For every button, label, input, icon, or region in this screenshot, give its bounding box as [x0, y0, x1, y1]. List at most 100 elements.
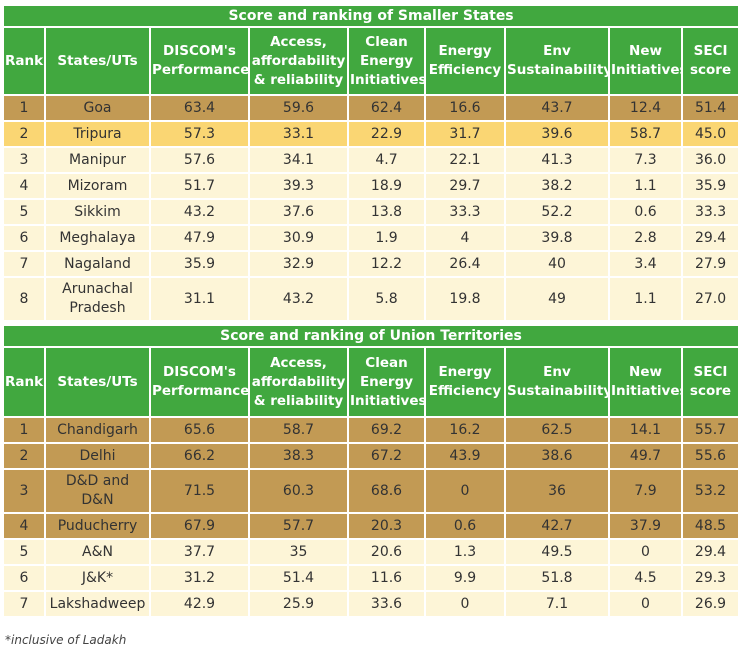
clean-energy-cell: 20.6 [347, 538, 426, 566]
env-sustainability-cell: 38.6 [504, 442, 610, 470]
column-header-line: Initiatives [350, 392, 425, 409]
clean-energy-cell: 18.9 [347, 172, 426, 200]
energy-efficiency-cell: 26.4 [424, 250, 506, 278]
seci-score-cell: 45.0 [680, 120, 741, 148]
table-row: 7 Nagaland 35.9 32.9 12.2 26.4 40 3.4 27.9 [2, 250, 741, 278]
column-header-line: Rank [5, 52, 44, 69]
state-name-cell: Mizoram [44, 172, 151, 200]
column-header-line: Performance [152, 383, 249, 399]
access-affordability-cell: 25.9 [248, 590, 349, 618]
discom-performance-cell: 66.2 [149, 442, 250, 470]
state-name-cell: Manipur [44, 146, 151, 174]
column-header: Clean Energy Initiatives [347, 26, 426, 96]
clean-energy-cell: 4.7 [347, 146, 426, 174]
state-name-cell: Arunachal Pradesh [44, 276, 151, 322]
column-header-line: Energy [438, 364, 492, 380]
state-name-line: Manipur [69, 151, 126, 168]
state-name-line: Lakshadweep [49, 595, 146, 612]
access-affordability-cell: 35 [248, 538, 349, 566]
clean-energy-cell: 5.8 [347, 276, 426, 322]
rank-cell: 6 [2, 224, 46, 252]
column-header: Access, affordability & reliability [248, 26, 349, 96]
column-header: Access, affordability & reliability [248, 346, 349, 418]
column-header-line: score [689, 383, 732, 399]
state-name-line: Nagaland [64, 255, 131, 272]
clean-energy-cell: 33.6 [347, 590, 426, 618]
table-row: 1 Goa 63.4 59.6 62.4 16.6 43.7 12.4 51.4 [2, 94, 741, 122]
clean-energy-cell: 12.2 [347, 250, 426, 278]
rank-cell: 1 [2, 94, 46, 122]
table-row: 4 Mizoram 51.7 39.3 18.9 29.7 38.2 1.1 35.9 [2, 172, 741, 200]
env-sustainability-cell: 41.3 [504, 146, 610, 174]
state-name-line: Chandigarh [57, 421, 138, 438]
state-name-line: Meghalaya [59, 229, 136, 246]
column-header: SECI score [680, 26, 741, 96]
access-affordability-cell: 37.6 [248, 198, 349, 226]
rank-cell: 7 [2, 590, 46, 618]
rank-cell: 7 [2, 250, 46, 278]
column-header-line: & reliability [253, 71, 344, 88]
discom-performance-cell: 57.6 [149, 146, 250, 174]
table-row: 5 Sikkim 43.2 37.6 13.8 33.3 52.2 0.6 33.3 [2, 198, 741, 226]
energy-efficiency-cell: 19.8 [424, 276, 506, 322]
access-affordability-cell: 38.3 [248, 442, 349, 470]
seci-score-cell: 53.2 [681, 468, 740, 514]
energy-efficiency-cell: 22.1 [424, 146, 506, 174]
discom-performance-cell: 63.4 [149, 94, 250, 122]
state-name-cell: Tripura [44, 120, 151, 148]
env-sustainability-cell: 52.2 [504, 198, 610, 226]
table-row: 2 Tripura 57.3 33.1 22.9 31.7 39.6 58.7 45.0 [2, 120, 741, 148]
table-row: 6 J&K* 31.2 51.4 11.6 9.9 51.8 4.5 29.3 [2, 564, 740, 592]
table-header-row: Rank States/UTs DISCOM's Performance Access,… [2, 346, 740, 418]
access-affordability-cell: 34.1 [248, 146, 349, 174]
state-name-cell: Lakshadweep [44, 590, 151, 618]
column-header: Energy Efficiency [424, 26, 506, 96]
column-header-line: & reliability [253, 392, 344, 409]
env-sustainability-cell: 39.6 [504, 120, 610, 148]
clean-energy-cell: 62.4 [347, 94, 426, 122]
state-name-line: Puducherry [57, 517, 138, 534]
seci-score-cell: 33.3 [680, 198, 741, 226]
discom-performance-cell: 37.7 [149, 538, 250, 566]
energy-efficiency-cell: 31.7 [424, 120, 506, 148]
column-header-line: DISCOM's [163, 364, 236, 380]
rank-cell: 4 [2, 512, 46, 540]
energy-efficiency-cell: 33.3 [424, 198, 506, 226]
rank-cell: 5 [2, 198, 46, 226]
state-name-line: Delhi [79, 447, 116, 464]
column-header-line: Energy [359, 52, 414, 69]
table-title-row: Score and ranking of Smaller States [1, 4, 741, 28]
seci-score-cell: 27.9 [680, 250, 741, 278]
column-header-line: SECI [693, 43, 728, 59]
energy-efficiency-cell: 0 [424, 468, 506, 514]
seci-score-cell: 29.4 [681, 538, 740, 566]
state-name-cell: Goa [44, 94, 151, 122]
rank-cell: 5 [2, 538, 46, 566]
discom-performance-cell: 65.6 [149, 416, 250, 444]
table-header-row: Rank States/UTs DISCOM's Performance Access,… [2, 26, 741, 96]
column-header: Env Sustainability [504, 26, 610, 96]
seci-score-cell: 35.9 [680, 172, 741, 200]
column-header-line: Env [543, 364, 571, 380]
rank-cell: 3 [2, 146, 46, 174]
seci-score-cell: 55.6 [681, 442, 740, 470]
state-name-line: Tripura [73, 125, 122, 142]
column-header-line: New [629, 364, 662, 380]
column-header: Rank [2, 346, 46, 418]
access-affordability-cell: 32.9 [248, 250, 349, 278]
state-name-cell: Meghalaya [44, 224, 151, 252]
footnote: *inclusive of Ladakh [5, 633, 127, 647]
table-row: 4 Puducherry 67.9 57.7 20.3 0.6 42.7 37.9 48.5 [2, 512, 740, 540]
rank-cell: 6 [2, 564, 46, 592]
discom-performance-cell: 31.1 [149, 276, 250, 322]
rank-cell: 1 [2, 416, 46, 444]
energy-efficiency-cell: 1.3 [424, 538, 506, 566]
new-initiatives-cell: 49.7 [608, 442, 683, 470]
env-sustainability-cell: 49 [504, 276, 610, 322]
env-sustainability-cell: 7.1 [504, 590, 610, 618]
state-name-line: Pradesh [69, 300, 126, 316]
clean-energy-cell: 13.8 [347, 198, 426, 226]
discom-performance-cell: 35.9 [149, 250, 250, 278]
discom-performance-cell: 67.9 [149, 512, 250, 540]
